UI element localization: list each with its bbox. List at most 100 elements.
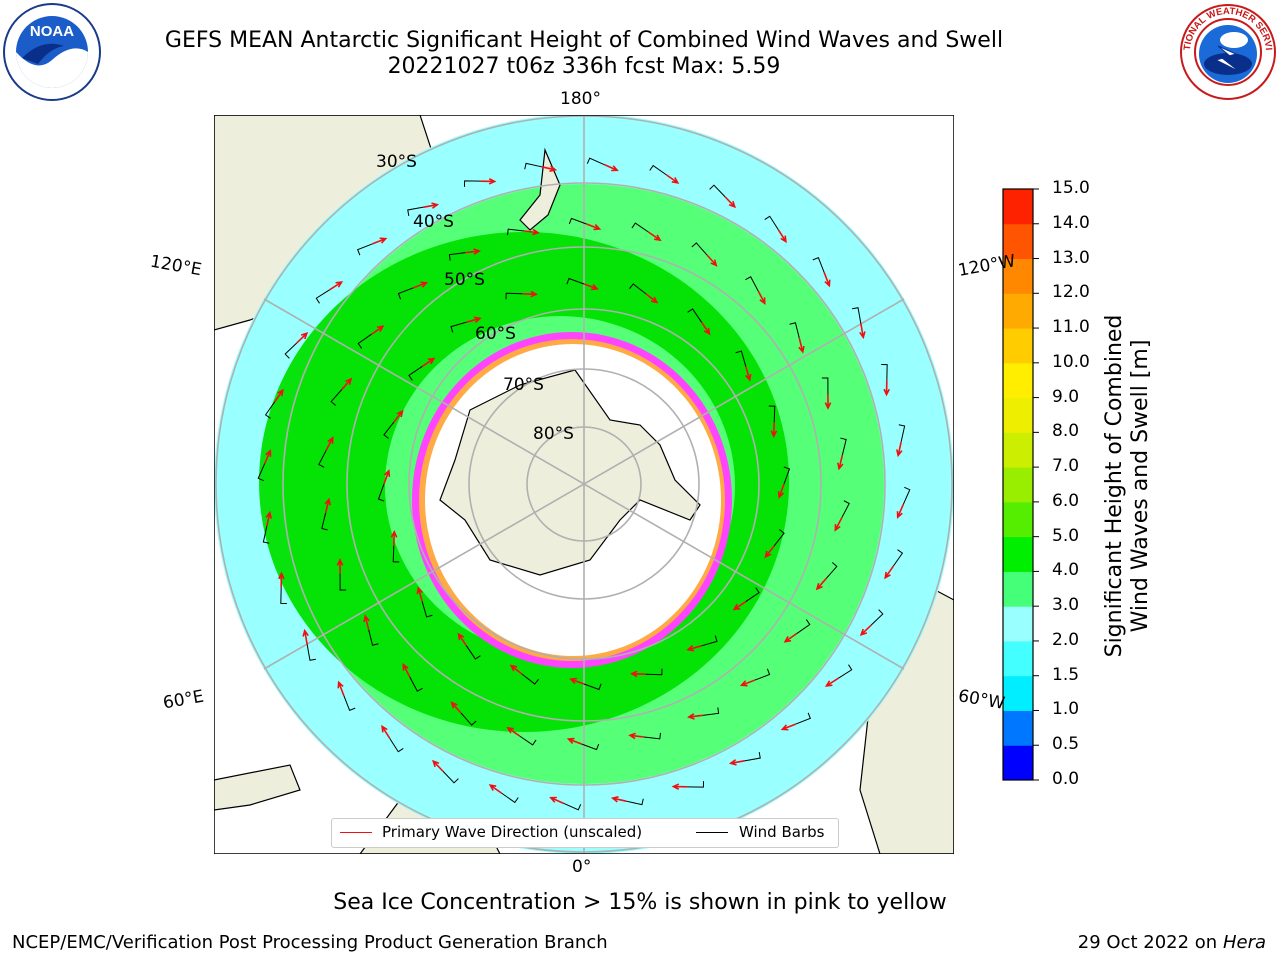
wind-barb xyxy=(764,215,779,231)
wind-barb xyxy=(448,252,466,261)
wind-barb xyxy=(840,437,847,456)
wind-barb xyxy=(330,389,343,406)
landmass-antarctica xyxy=(439,369,701,576)
wind-barb xyxy=(339,573,347,591)
wind-barb xyxy=(768,405,776,423)
colorbar-level-3 xyxy=(1003,640,1033,677)
lat-label-40s: 40°S xyxy=(413,212,454,232)
colorbar-level-6 xyxy=(1003,536,1033,572)
wave-direction-arrow xyxy=(506,726,520,737)
wind-barb xyxy=(442,770,459,784)
colorbar-tick-label: 11.0 xyxy=(1052,317,1090,338)
wave-direction-arrow xyxy=(586,223,602,231)
wind-barb xyxy=(825,562,838,579)
colorbar xyxy=(1003,188,1039,781)
wave-direction-arrow xyxy=(837,454,844,471)
colorbar-tick-label: 10.0 xyxy=(1052,351,1090,372)
wave-direction-arrow xyxy=(583,283,599,291)
wind-barb xyxy=(343,695,356,711)
wind-barb xyxy=(318,450,327,468)
wind-barb xyxy=(505,292,523,300)
wind-barb xyxy=(357,243,373,256)
wave-direction-arrow xyxy=(686,713,703,720)
wave-direction-arrow xyxy=(686,645,702,652)
sea-ice-note: Sea Ice Concentration > 15% is shown in … xyxy=(333,890,947,915)
wind-barb xyxy=(519,735,537,746)
wind-barb xyxy=(709,184,726,198)
colorbar-level-14 xyxy=(1003,258,1033,294)
colorbar-tick-label: 8.0 xyxy=(1052,421,1080,442)
wave-direction-arrow xyxy=(859,323,866,340)
wave-direction-arrow xyxy=(541,165,558,172)
wave-direction-arrow xyxy=(263,449,272,464)
wave-direction-arrow xyxy=(610,796,627,803)
wind-barb xyxy=(460,712,477,726)
wave-direction-arrow xyxy=(739,679,755,687)
wave-direction-arrow xyxy=(432,759,444,772)
chart-title: GEFS MEAN Antarctic Significant Height o… xyxy=(164,28,1004,53)
colorbar-level-0 xyxy=(1003,745,1033,781)
wind-barb xyxy=(521,673,539,685)
wind-barb xyxy=(397,287,414,300)
wave-direction-arrow xyxy=(628,732,644,740)
colorbar-level-5 xyxy=(1003,571,1033,607)
wave-direction-arrow xyxy=(859,624,872,636)
wind-barb xyxy=(691,242,708,256)
wind-barb xyxy=(450,321,467,333)
colorbar-level-12 xyxy=(1003,328,1033,364)
legend-wind-barbs: Wind Barbs xyxy=(739,823,825,841)
wind-barb xyxy=(408,366,423,381)
wave-direction-arrow xyxy=(509,664,523,675)
colorbar-level-15 xyxy=(1003,223,1033,260)
wind-barb xyxy=(821,377,829,395)
colorbar-tick-label: 1.0 xyxy=(1052,699,1080,720)
wave-direction-arrow xyxy=(450,701,462,714)
wind-barb xyxy=(789,322,800,339)
lat-label-50s: 50°S xyxy=(444,270,485,290)
colorbar-tick-label: 3.0 xyxy=(1052,595,1080,616)
wind-barb xyxy=(566,277,585,285)
wave-direction-arrow xyxy=(604,163,619,172)
colorbar-level-1 xyxy=(1003,710,1033,746)
wave-direction-arrow xyxy=(566,737,582,745)
wave-direction-arrow xyxy=(798,338,805,354)
wave-direction-arrow xyxy=(522,290,539,298)
wave-direction-arrow xyxy=(629,670,646,678)
wind-barb xyxy=(870,609,884,626)
colorbar-tick-label: 7.0 xyxy=(1052,456,1080,477)
wave-direction-arrow xyxy=(700,321,711,336)
wave-direction-arrow xyxy=(883,380,890,397)
wave-direction-arrow xyxy=(302,628,309,645)
wind-barb xyxy=(796,619,811,635)
lat-label-80s: 80°S xyxy=(533,424,574,444)
colorbar-level-9 xyxy=(1003,432,1033,468)
wave-direction-arrow xyxy=(824,677,839,687)
wave-direction-arrow xyxy=(834,517,843,532)
wave-direction-arrow xyxy=(402,663,411,678)
wind-barb xyxy=(783,466,791,485)
wave-direction-arrow xyxy=(381,724,391,739)
wave-direction-arrow xyxy=(274,388,284,403)
wave-direction-arrow xyxy=(423,202,440,209)
colorbar-level-8 xyxy=(1003,467,1033,503)
wave-direction-arrow xyxy=(413,281,429,289)
footer-date: 29 Oct 2022 on Hera xyxy=(1078,932,1266,953)
wave-direction-arrow xyxy=(416,586,423,602)
wind-barb xyxy=(392,545,400,563)
wave-direction-arrow xyxy=(336,558,344,574)
wind-barb xyxy=(701,635,718,647)
wind-barb xyxy=(524,162,542,170)
wind-barb xyxy=(383,421,395,439)
wave-direction-arrow xyxy=(296,332,309,344)
colorbar-tick-label: 5.0 xyxy=(1052,525,1080,546)
colorbar-level-7 xyxy=(1003,501,1033,538)
wind-barb xyxy=(407,206,424,216)
wind-barb xyxy=(745,276,759,292)
wave-direction-arrow xyxy=(372,237,388,245)
wave-direction-arrow xyxy=(896,441,903,458)
wind-barb xyxy=(643,732,661,740)
chart-subtitle: 20221027 t06z 336h fcst Max: 5.59 xyxy=(387,54,781,79)
wind-barb xyxy=(315,289,331,304)
wind-barb xyxy=(257,463,266,482)
